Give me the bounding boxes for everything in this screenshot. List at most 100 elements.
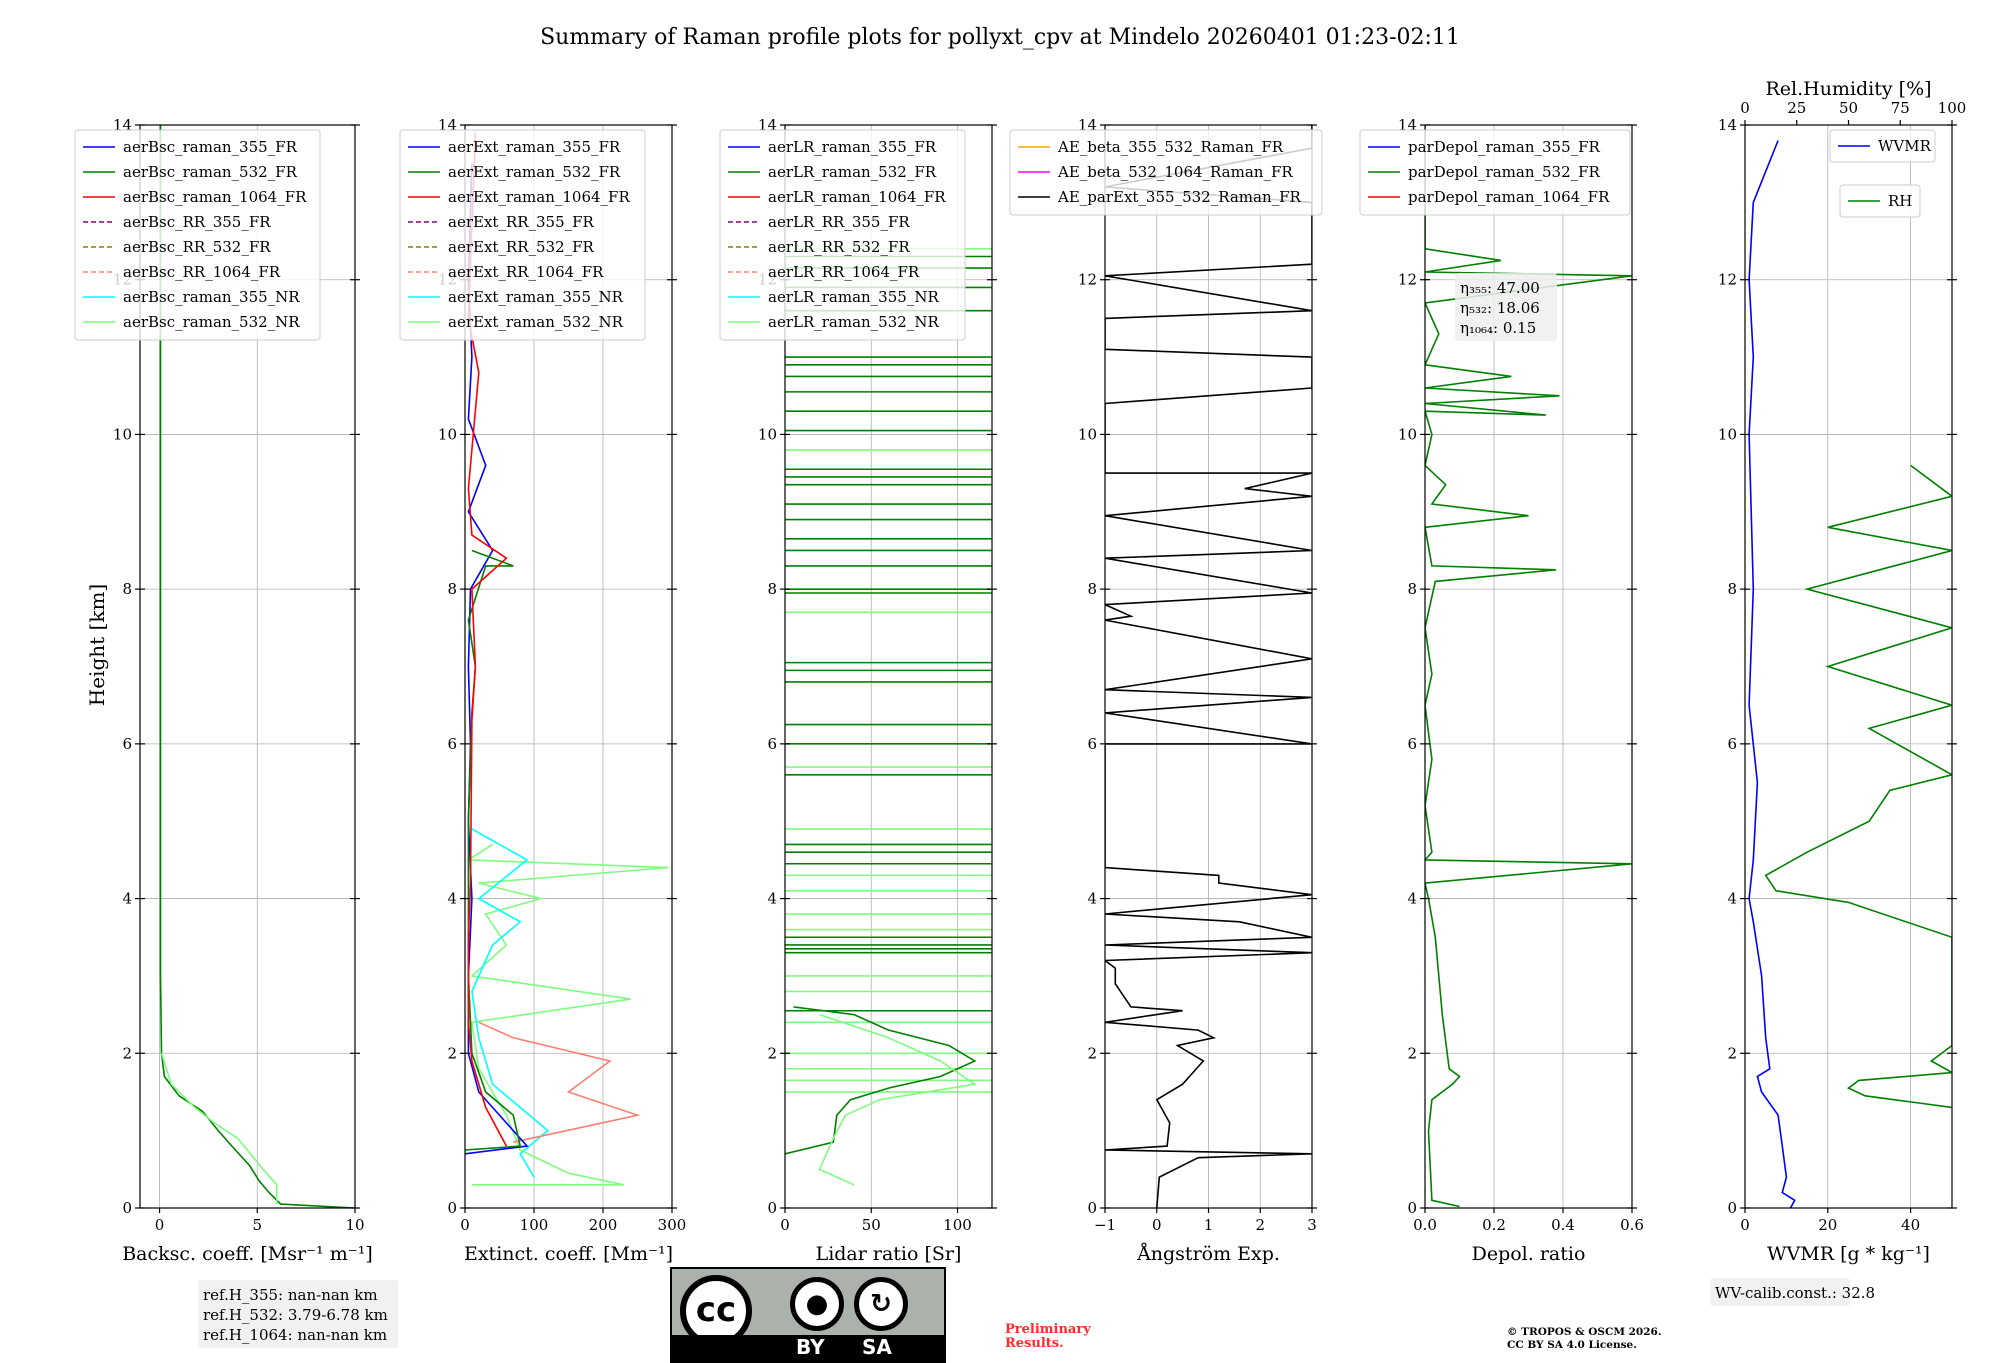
legend-backscatter: aerBsc_raman_355_FR aerBsc_raman_532_FRae… (74, 129, 321, 341)
legend-entry: aerLR_RR_1064_FR (768, 263, 920, 281)
legend-entry: AE_beta_355_532_Raman_FR (1057, 138, 1284, 156)
legend-entry: AE_parExt_355_532_Raman_FR (1057, 188, 1302, 206)
legend-entry: aerExt_raman_355_FR (448, 138, 621, 156)
x-tick-label: 5 (252, 1216, 262, 1234)
legend-entry: aerBsc_raman_532_NR (123, 313, 300, 331)
y-tick-label: 0 (1087, 1199, 1097, 1217)
top-x-tick-label: 25 (1787, 99, 1806, 117)
annotation-line: ref.H_1064: nan-nan km (203, 1326, 387, 1344)
top-x-tick-label: 0 (1740, 99, 1750, 117)
legend-entry: parDepol_raman_1064_FR (1408, 188, 1610, 206)
legend-entry: aerLR_RR_532_FR (768, 238, 910, 256)
sa-label: SA (862, 1335, 892, 1359)
series-line-aerExt_raman_532_NR (465, 843, 669, 1186)
series-line-aerExt_raman_355_NR (471, 828, 550, 1178)
top-x-tick-label: 100 (1938, 99, 1967, 117)
annotation-box (1710, 1278, 1850, 1306)
legend-entry: aerExt_RR_532_FR (448, 238, 595, 256)
legend-entry: aerLR_raman_1064_FR (768, 188, 946, 206)
x-tick-label: 10 (345, 1216, 364, 1234)
x-tick-label: 0.4 (1551, 1216, 1575, 1234)
y-tick-label: 4 (1727, 890, 1737, 908)
top-x-axis-label: Rel.Humidity [%] (1765, 78, 1931, 100)
x-tick-label: 100 (943, 1216, 972, 1234)
top-x-tick-label: 75 (1891, 99, 1910, 117)
x-tick-label: 0.6 (1620, 1216, 1644, 1234)
legend-entry: aerLR_raman_355_NR (768, 288, 939, 306)
y-tick-label: 6 (1087, 735, 1097, 753)
x-tick-label: 0 (1740, 1216, 1750, 1234)
y-tick-label: 6 (1727, 735, 1737, 753)
chart-panel-lidar_ratio: 02468101214050100Lidar ratio [Sr]aerLR_r… (719, 116, 997, 1265)
x-tick-label: 0 (1152, 1216, 1162, 1234)
x-tick-label: 0 (155, 1216, 165, 1234)
y-tick-label: 10 (758, 425, 777, 443)
series-line-AE_parExt_355_532_Raman_FR (1105, 125, 1312, 1208)
preliminary-label: Preliminary (1005, 1322, 1091, 1337)
y-tick-label: 2 (447, 1044, 457, 1062)
y-tick-label: 10 (113, 425, 132, 443)
annotation-line: η₁₀₆₄: 0.15 (1460, 319, 1536, 337)
annotation-line: ref.H_355: nan-nan km (203, 1286, 378, 1304)
y-tick-label: 4 (767, 890, 777, 908)
legend-box (74, 129, 321, 341)
y-tick-label: 10 (1398, 425, 1417, 443)
series-line-parDepol_raman_532_FR (1425, 125, 1632, 1208)
y-tick-label: 4 (1407, 890, 1417, 908)
x-tick-label: 0 (460, 1216, 470, 1234)
chart-panel-extinction: 024681012140100200300Extinct. coeff. [Mm… (399, 116, 687, 1265)
y-tick-label: 6 (767, 735, 777, 753)
legend-depol: parDepol_raman_355_FR parDepol_raman_532_… (1359, 129, 1631, 216)
by-label: BY (796, 1335, 825, 1359)
annotation-depol: η₃₅₅: 47.00 η₅₃₂: 18.06 η₁₀₆₄: 0.15 (1455, 273, 1557, 341)
x-tick-label: 1 (1204, 1216, 1214, 1234)
legend-box (399, 129, 646, 341)
y-tick-label: 4 (1087, 890, 1097, 908)
series-line-aerLR_raman_532_FR (785, 1006, 977, 1155)
legend-entry: aerExt_RR_1064_FR (448, 263, 604, 281)
series-line-aerBsc_raman_532_FR (159, 125, 355, 1208)
legend-entry: aerBsc_raman_355_NR (123, 288, 300, 306)
legend-entry: aerExt_raman_355_NR (448, 288, 624, 306)
legend-wvmr: WVMR (1829, 129, 1936, 163)
cc-by-sa-badge: cc ● ↻ BY SA (670, 1267, 946, 1363)
y-tick-label: 2 (122, 1044, 132, 1062)
annotation-backscatter: ref.H_355: nan-nan km ref.H_532: 3.79-6.7… (198, 1280, 398, 1348)
plot-frame (784, 124, 993, 1209)
y-tick-label: 8 (1407, 580, 1417, 598)
legend-entry: aerExt_raman_1064_FR (448, 188, 630, 206)
legend-box (719, 129, 966, 341)
y-tick-label: 0 (447, 1199, 457, 1217)
plot-frame (139, 124, 356, 1209)
legend-entry: aerExt_RR_355_FR (448, 213, 595, 231)
y-tick-label: 2 (1407, 1044, 1417, 1062)
y-tick-label: 2 (1727, 1044, 1737, 1062)
x-tick-label: −1 (1094, 1216, 1116, 1234)
y-tick-label: 12 (1718, 271, 1737, 289)
x-axis-label: Ångström Exp. (1136, 1243, 1280, 1265)
series-line-aerExt_RR_1064_FR (478, 1021, 641, 1143)
plot-frame (1424, 124, 1633, 1209)
legend-entry: aerExt_raman_532_FR (448, 163, 621, 181)
y-tick-label: 8 (1727, 580, 1737, 598)
plot-frame (1744, 124, 1953, 1209)
legend-entry: aerLR_raman_532_FR (768, 163, 937, 181)
annotation-wvmr: WV-calib.const.: 32.8 (1710, 1278, 1875, 1306)
series-line-WVMR (1748, 140, 1796, 1208)
badge-footer (672, 1335, 944, 1361)
share-alike-icon: ↻ (854, 1277, 908, 1331)
legend-entry: aerBsc_raman_1064_FR (123, 188, 307, 206)
preliminary-label-2: Results. (1005, 1336, 1064, 1351)
x-tick-label: 300 (658, 1216, 687, 1234)
x-tick-label: 100 (520, 1216, 549, 1234)
y-tick-label: 12 (1078, 271, 1097, 289)
annotation-line: η₃₅₅: 47.00 (1460, 279, 1540, 297)
y-tick-label: 8 (447, 580, 457, 598)
legend-entry: parDepol_raman_532_FR (1408, 163, 1601, 181)
y-tick-label: 0 (122, 1199, 132, 1217)
series-line-aerLR_raman_532_NR (818, 1013, 977, 1186)
y-tick-label: 8 (767, 580, 777, 598)
